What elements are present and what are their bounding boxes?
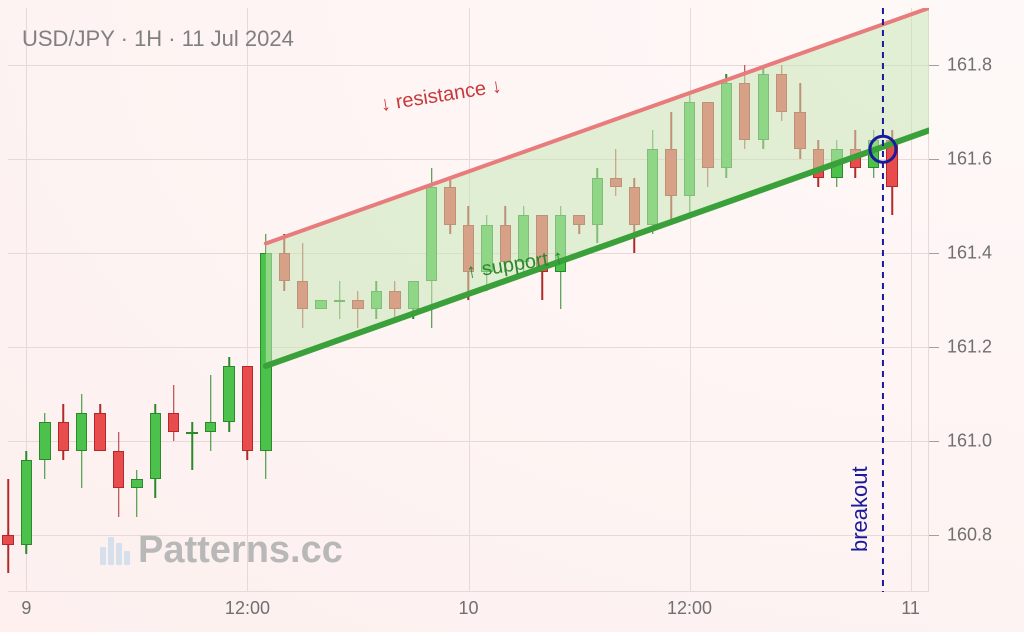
candle bbox=[242, 8, 253, 592]
y-tick-label: 160.8 bbox=[947, 525, 992, 546]
support-label: ↑ support ↑ bbox=[464, 246, 564, 284]
watermark-icon bbox=[100, 537, 130, 565]
candle bbox=[279, 8, 290, 592]
candle bbox=[58, 8, 69, 592]
candle bbox=[573, 8, 584, 592]
plot-area: ↓ resistance ↓↑ support ↑breakout bbox=[8, 8, 929, 592]
candle bbox=[186, 8, 197, 592]
y-tick-mark bbox=[929, 159, 939, 160]
x-tick-label: 10 bbox=[458, 598, 478, 619]
watermark-text: Patterns.cc bbox=[138, 529, 343, 572]
candle bbox=[352, 8, 363, 592]
candlestick-chart: ↓ resistance ↓↑ support ↑breakout 160.81… bbox=[0, 0, 1024, 632]
y-tick-label: 161.4 bbox=[947, 242, 992, 263]
candle bbox=[2, 8, 13, 592]
candle bbox=[610, 8, 621, 592]
candle bbox=[334, 8, 345, 592]
candle bbox=[758, 8, 769, 592]
candle bbox=[555, 8, 566, 592]
candle bbox=[113, 8, 124, 592]
x-tick-label: 11 bbox=[901, 598, 920, 619]
candle bbox=[315, 8, 326, 592]
grid-line-v bbox=[911, 8, 912, 592]
y-tick-mark bbox=[929, 441, 939, 442]
candle bbox=[684, 8, 695, 592]
y-tick-mark bbox=[929, 347, 939, 348]
candle bbox=[168, 8, 179, 592]
x-tick-label: 9 bbox=[21, 598, 31, 619]
y-tick-label: 161.2 bbox=[947, 337, 992, 358]
candle bbox=[518, 8, 529, 592]
candle bbox=[702, 8, 713, 592]
candle bbox=[76, 8, 87, 592]
y-axis: 160.8 161.0 161.2 161.4 161.6 161.8 bbox=[929, 8, 1024, 592]
y-tick-label: 161.8 bbox=[947, 54, 992, 75]
candle bbox=[131, 8, 142, 592]
y-tick-mark bbox=[929, 253, 939, 254]
candle bbox=[94, 8, 105, 592]
candle bbox=[831, 8, 842, 592]
candle bbox=[629, 8, 640, 592]
candle bbox=[794, 8, 805, 592]
breakout-label: breakout bbox=[847, 466, 873, 552]
candle bbox=[721, 8, 732, 592]
candle bbox=[776, 8, 787, 592]
candle bbox=[21, 8, 32, 592]
y-tick-mark bbox=[929, 535, 939, 536]
candle bbox=[150, 8, 161, 592]
y-tick-label: 161.6 bbox=[947, 148, 992, 169]
candle bbox=[223, 8, 234, 592]
x-tick-label: 12:00 bbox=[225, 598, 270, 619]
candle bbox=[205, 8, 216, 592]
y-tick-mark bbox=[929, 65, 939, 66]
chart-title: USD/JPY · 1H · 11 Jul 2024 bbox=[22, 26, 294, 52]
candle bbox=[886, 8, 897, 592]
candle bbox=[297, 8, 308, 592]
watermark: Patterns.cc bbox=[100, 529, 343, 572]
x-axis: 9 12:00 10 12:00 11 bbox=[8, 592, 929, 632]
candle bbox=[739, 8, 750, 592]
y-tick-label: 161.0 bbox=[947, 431, 992, 452]
candle bbox=[813, 8, 824, 592]
candle bbox=[665, 8, 676, 592]
x-tick-label: 12:00 bbox=[667, 598, 712, 619]
candle bbox=[592, 8, 603, 592]
candle bbox=[536, 8, 547, 592]
candle bbox=[647, 8, 658, 592]
candle bbox=[39, 8, 50, 592]
candle bbox=[260, 8, 271, 592]
